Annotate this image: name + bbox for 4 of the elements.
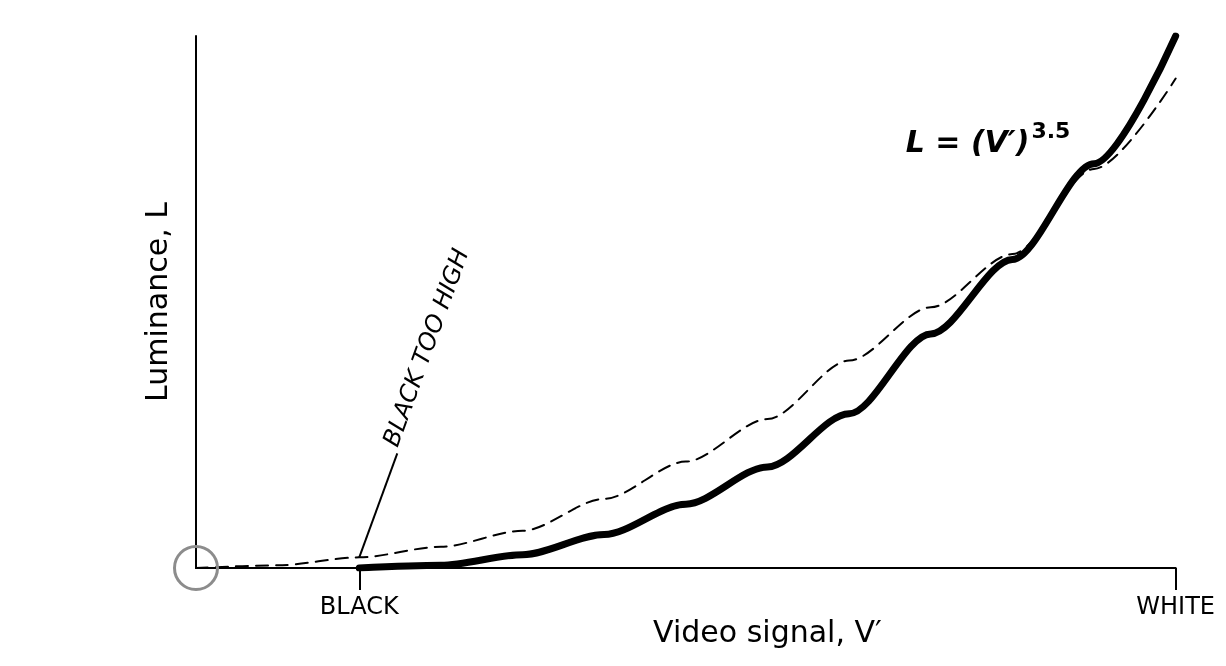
x-tick-label: BLACK xyxy=(319,592,400,620)
x-axis-title: Video signal, V′ xyxy=(653,613,883,649)
x-tick-label: WHITE xyxy=(1136,592,1215,620)
y-axis-title: Luminance, L xyxy=(138,201,174,402)
